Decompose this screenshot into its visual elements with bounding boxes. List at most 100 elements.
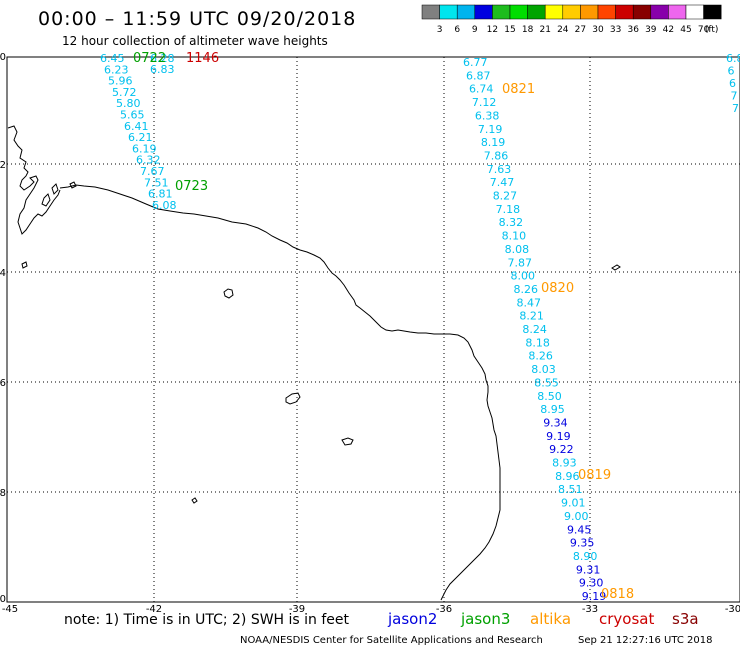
wave-height-value: 7.51 — [144, 176, 169, 189]
x-tick-label: -30 — [725, 604, 740, 615]
colorbar-label: 12 — [487, 25, 498, 35]
wave-height-value: 8.50 — [537, 390, 562, 403]
legend-s3a: s3a — [672, 610, 699, 628]
legend-altika: altika — [530, 610, 572, 628]
color-swatch — [544, 4, 564, 20]
wave-height-value: 8.26 — [528, 350, 553, 363]
pass-time-label: 1146 — [186, 51, 219, 66]
wave-height-value: 6.8 — [726, 52, 740, 65]
wave-height-value: 7.63 — [487, 163, 512, 176]
wave-height-value: 9.00 — [564, 510, 589, 523]
wave-height-value: 7.86 — [484, 149, 509, 162]
color-swatch — [615, 4, 634, 20]
color-swatch — [597, 4, 616, 20]
colorbar-unit: (ft) — [705, 25, 719, 35]
wave-height-value: 6.83 — [150, 63, 175, 76]
x-tick-label: -39 — [289, 604, 305, 615]
credit-text: NOAA/NESDIS Center for Satellite Applica… — [240, 635, 543, 646]
wave-height-value: 8.96 — [555, 470, 580, 483]
colorbar-label: 36 — [627, 25, 639, 35]
wave-height-value: 5.65 — [120, 109, 145, 122]
colorbar-label: 39 — [645, 25, 657, 35]
colorbar-label: 27 — [575, 25, 586, 35]
wave-height-value: 6.21 — [128, 131, 153, 144]
pass-time-label: 0722 — [133, 51, 166, 66]
color-swatch — [474, 4, 493, 20]
color-swatch — [439, 4, 458, 20]
y-axis-labels: 0 -2 -4 -6 -8 -10 — [0, 52, 6, 605]
color-swatch — [668, 4, 687, 20]
colorbar-label: 45 — [680, 25, 691, 35]
pass-time-label: 0820 — [541, 281, 574, 296]
wave-height-value: 7 — [732, 102, 739, 115]
page-title: 00:00 – 11:59 UTC 09/20/2018 — [38, 8, 357, 30]
colorbar-label: 70 — [698, 25, 710, 35]
wave-height-value: 8.10 — [502, 230, 527, 243]
pass-time-label: 0723 — [175, 179, 208, 194]
wave-height-value: 8.90 — [573, 550, 598, 563]
timestamp-text: Sep 21 12:27:16 UTC 2018 — [578, 635, 713, 646]
wave-height-value: 6.28 — [150, 52, 175, 65]
wave-height-value: 8.24 — [522, 323, 547, 336]
color-swatch — [527, 4, 546, 20]
wave-height-value: 6.38 — [475, 109, 500, 122]
wave-height-value: 6.32 — [136, 154, 161, 167]
colorbar-label: 30 — [592, 25, 604, 35]
wave-height-value: 8.19 — [481, 136, 506, 149]
wave-height-value: 9.31 — [576, 563, 601, 576]
y-tick-label: -4 — [0, 268, 6, 279]
wave-height-value: 7.19 — [478, 123, 503, 136]
island — [21, 261, 28, 269]
wave-height-value: 8.55 — [534, 376, 559, 389]
y-tick-label: 0 — [0, 52, 6, 63]
wave-height-value: 8.47 — [516, 296, 541, 309]
coastline — [59, 184, 501, 601]
colorbar-label: 42 — [663, 25, 674, 35]
x-tick-label: -33 — [582, 604, 598, 615]
island — [223, 288, 234, 299]
wave-height-value: 8.32 — [499, 216, 524, 229]
wave-height-value: 9.45 — [567, 523, 592, 536]
color-swatch — [509, 4, 528, 20]
x-tick-label: -45 — [2, 604, 18, 615]
wave-height-value: 7.47 — [490, 176, 514, 189]
wave-height-value: 8.00 — [511, 270, 536, 283]
color-swatch — [703, 4, 722, 20]
wave-height-value: 7 — [731, 90, 738, 103]
y-tick-label: -10 — [0, 594, 6, 605]
wave-height-value: 8.27 — [493, 190, 518, 203]
wave-height-value: 8.18 — [525, 336, 550, 349]
lat-lon-grid — [7, 57, 740, 602]
wave-height-value: 9.01 — [561, 497, 586, 510]
color-swatch — [650, 4, 669, 20]
colorbar-label: 15 — [504, 25, 515, 35]
wave-height-value: 6.87 — [466, 69, 491, 82]
wave-height-value: 8.21 — [519, 310, 544, 323]
color-swatch — [492, 4, 511, 20]
wave-height-value: 9.19 — [546, 430, 571, 443]
altimeter-tracks: 6.456.235.965.725.805.656.416.216.196.32… — [100, 51, 740, 603]
island — [191, 497, 198, 504]
colorbar-label: 21 — [539, 25, 550, 35]
coastline-cape — [7, 125, 77, 235]
color-swatch — [562, 4, 581, 20]
y-tick-label: -8 — [0, 488, 6, 499]
wave-height-value: 6 — [728, 65, 735, 78]
pass-time-label: 0819 — [578, 468, 611, 483]
island — [611, 264, 621, 271]
color-scale-legend: 3 6 9 12 15 18 21 24 27 30 33 36 39 42 45 70(ft) — [421, 4, 722, 35]
wave-height-value: 8.95 — [540, 403, 565, 416]
colorbar-label: 3 — [437, 25, 443, 35]
color-swatch — [632, 4, 652, 20]
wave-height-value: 5.80 — [116, 97, 141, 110]
wave-height-value: 9.30 — [579, 577, 604, 590]
wave-height-value: 5.96 — [108, 75, 133, 88]
y-tick-label: -2 — [0, 160, 6, 171]
colorbar-label: 9 — [472, 25, 478, 35]
wave-height-value: 7.67 — [140, 165, 165, 178]
wave-height-value: 6.45 — [100, 52, 125, 65]
wave-height-value: 9.19 — [582, 590, 607, 603]
wave-height-value: 6.81 — [148, 188, 173, 201]
color-swatch — [421, 4, 440, 20]
